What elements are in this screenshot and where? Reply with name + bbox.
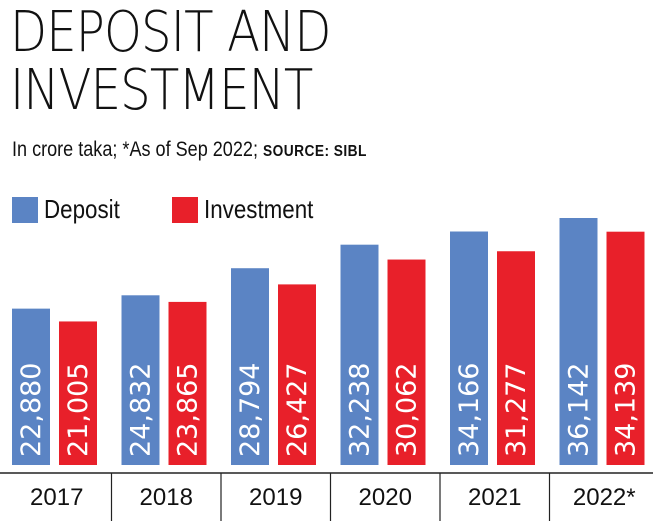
- legend-swatch-deposit: [12, 197, 38, 223]
- data-label-investment-2018: 23,865: [173, 363, 204, 457]
- x-tick-label-2017: 2017: [30, 484, 83, 511]
- x-tick-label-2021: 2021: [468, 484, 521, 511]
- bar-deposit-2020: [340, 244, 379, 465]
- data-label-deposit-2020: 32,238: [345, 363, 376, 457]
- bar-deposit-2018: [121, 295, 160, 465]
- legend-swatch-investment: [172, 197, 198, 223]
- chart-title-line1: DEPOSIT AND: [10, 0, 331, 65]
- x-tick-label-2018: 2018: [140, 484, 193, 511]
- data-label-deposit-2018: 24,832: [126, 363, 157, 457]
- data-label-investment-2022: 34,139: [611, 363, 642, 457]
- bar-deposit-2022: [559, 218, 598, 465]
- bar-investment-2019: [278, 284, 316, 465]
- chart-title: DEPOSIT AND INVESTMENT: [10, 4, 560, 120]
- bar-investment-2020: [387, 259, 426, 465]
- data-label-deposit-2017: 22,880: [16, 363, 47, 457]
- legend-label-deposit: Deposit: [44, 194, 120, 224]
- data-label-deposit-2021: 34,166: [454, 363, 485, 457]
- x-tick-label-2019: 2019: [249, 484, 302, 511]
- data-label-investment-2017: 21,005: [63, 363, 94, 457]
- x-tick-label-2022: 2022*: [573, 484, 636, 511]
- data-label-investment-2020: 30,062: [392, 363, 423, 457]
- data-label-investment-2021: 31,277: [501, 363, 532, 457]
- bar-investment-2022: [606, 231, 645, 465]
- bar-investment-2017: [59, 321, 97, 465]
- x-tick-label-2020: 2020: [359, 484, 412, 511]
- subtitle-text: In crore taka; *As of Sep 2022;: [12, 138, 258, 161]
- bar-deposit-2019: [231, 268, 269, 465]
- data-label-deposit-2019: 28,794: [235, 363, 266, 457]
- chart-subtitle: In crore taka; *As of Sep 2022; SOURCE: …: [12, 138, 367, 162]
- bar-investment-2021: [497, 251, 535, 465]
- legend-label-investment: Investment: [204, 194, 314, 224]
- source-credit: SOURCE: SIBL: [262, 143, 367, 160]
- bar-deposit-2017: [12, 308, 50, 465]
- data-label-investment-2019: 26,427: [282, 363, 313, 457]
- data-label-deposit-2022: 36,142: [564, 363, 595, 457]
- bar-deposit-2021: [450, 231, 488, 465]
- chart-title-line2: INVESTMENT: [10, 58, 313, 123]
- bar-investment-2018: [168, 301, 207, 465]
